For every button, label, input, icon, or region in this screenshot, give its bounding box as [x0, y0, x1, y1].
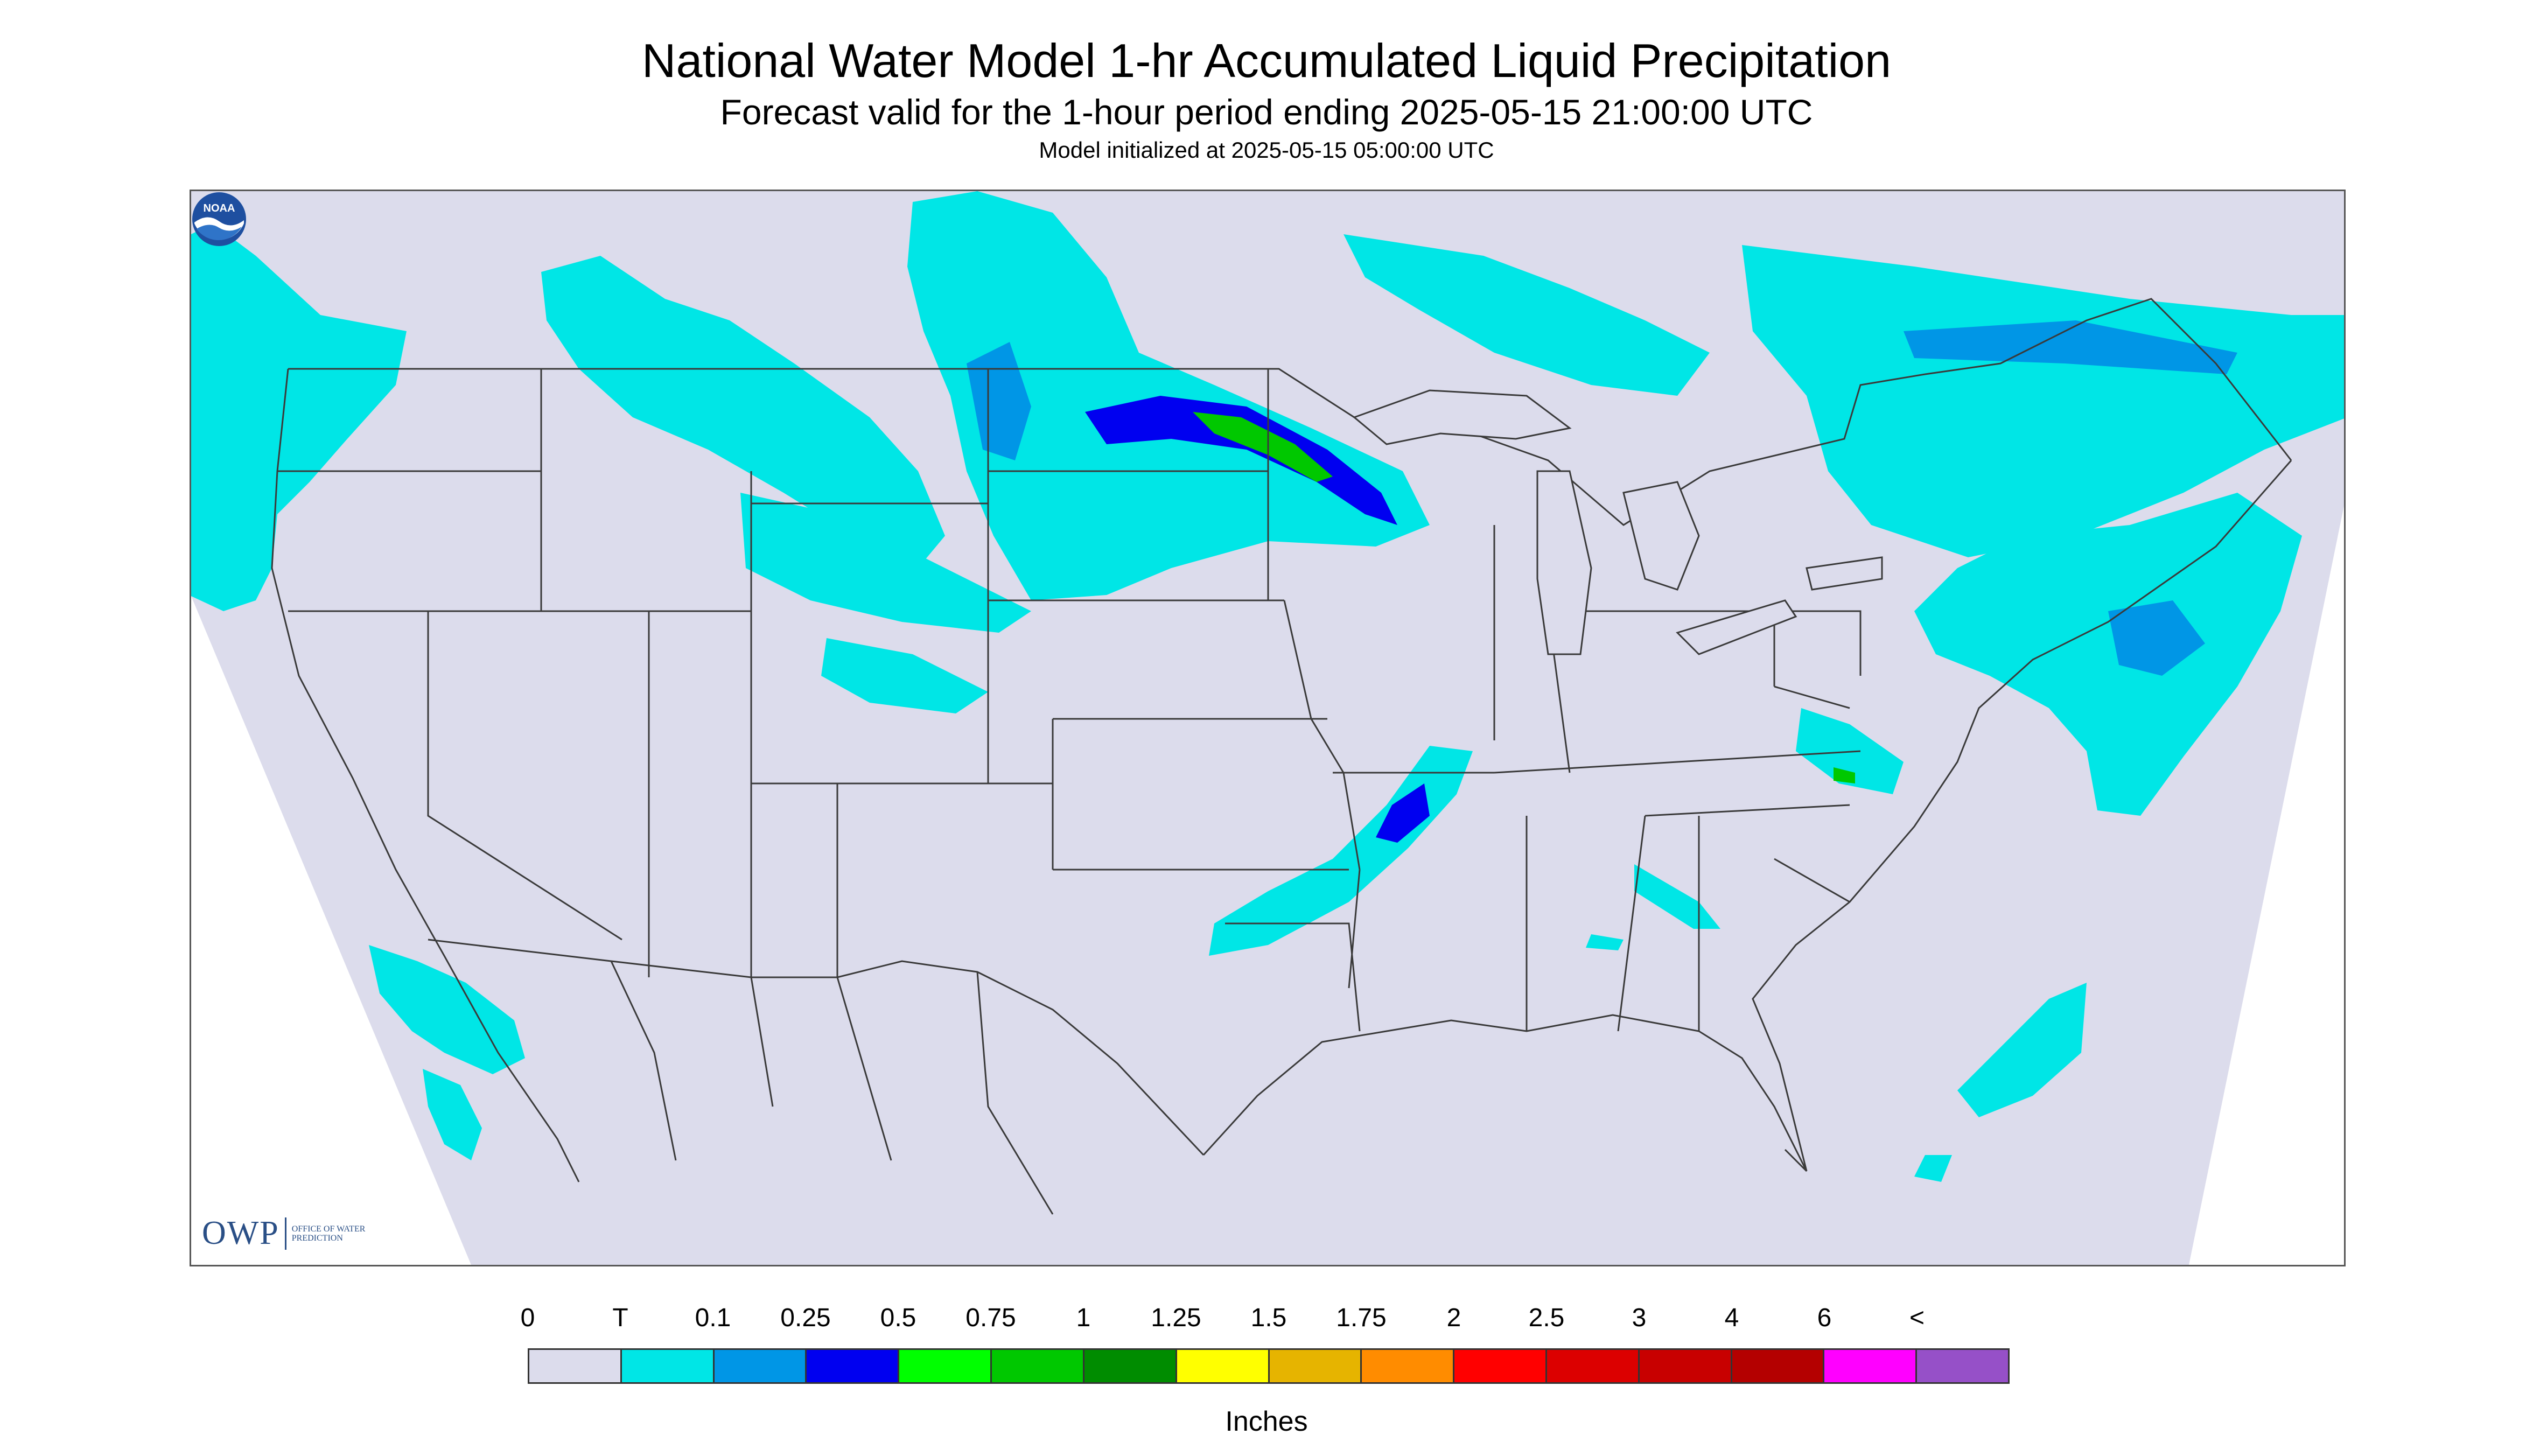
lake-huron [1622, 481, 1700, 591]
legend-swatch [1639, 1350, 1732, 1382]
precip-minnesota-band [1085, 396, 1397, 525]
owp-logo-divider [284, 1217, 286, 1250]
legend-swatch [899, 1350, 992, 1382]
us-mexico-border [428, 939, 1205, 1156]
precip-baja-south [423, 1069, 482, 1160]
legend-swatch [529, 1350, 622, 1382]
lake-superior [1353, 389, 1572, 445]
legend-colorbar [528, 1348, 2010, 1384]
legend-ticks: 0 T 0.1 0.25 0.5 0.75 1 1.25 1.5 1.75 2 2.5 3 4 6 < [0, 1303, 2533, 1341]
precip-pacific-northwest [191, 223, 407, 611]
legend-tick-label: 0.25 [780, 1304, 831, 1332]
legend-tick-label: T [612, 1304, 628, 1332]
precip-northeast [1914, 493, 2302, 816]
map-title: National Water Model 1-hr Accumulated Li… [641, 34, 1892, 87]
great-lakes [1353, 389, 1883, 655]
lake-michigan [1536, 470, 1592, 655]
legend-tick-label: < [1909, 1304, 1925, 1332]
precip-colorado-bands [821, 638, 988, 713]
precip-quebec-light [1904, 320, 2237, 374]
legend-swatch [992, 1350, 1084, 1382]
legend-swatch [621, 1350, 715, 1382]
noaa-logo-icon: NOAA [192, 192, 246, 246]
precip-atlantic-scatter [1914, 1155, 1952, 1182]
precip-ozarks-core [1376, 783, 1430, 843]
legend-tick-label: 0.5 [880, 1304, 916, 1332]
owp-logo-text: OFFICE OF WATER PREDICTION [291, 1224, 366, 1243]
precip-quebec-band [1742, 245, 2344, 557]
legend-swatch [1732, 1350, 1825, 1382]
owp-logo-mark: OWP [202, 1215, 279, 1251]
legend-swatch [1824, 1350, 1918, 1382]
precip-dakotas-light [967, 342, 1031, 460]
legend-tick-label: 1.25 [1151, 1304, 1201, 1332]
state-lines-central [988, 369, 1494, 1032]
legend-tick-label: 2.5 [1528, 1304, 1565, 1332]
precip-northeast-light [2108, 600, 2205, 676]
pacific-coastline [271, 368, 580, 1182]
map-subtitle: Forecast valid for the 1-hour period end… [720, 92, 1813, 132]
legend-tick-label: 4 [1724, 1304, 1739, 1332]
state-lines-west [277, 369, 1054, 977]
precip-wyoming-bands [740, 493, 1031, 633]
precip-minnesota-core [1193, 412, 1333, 482]
us-canada-border [288, 298, 2292, 526]
map-canvas [191, 191, 2344, 1265]
legend-tick-label: 6 [1817, 1304, 1832, 1332]
precip-atlantic-south [1957, 983, 2087, 1117]
atlantic-coastline [1752, 460, 2292, 1172]
lake-ontario [1806, 556, 1883, 591]
legend-swatch [1269, 1350, 1362, 1382]
lake-erie [1676, 599, 1797, 655]
legend-swatch [807, 1350, 900, 1382]
legend-swatch [1917, 1350, 2008, 1382]
legend-tick-label: 1 [1076, 1304, 1091, 1332]
legend-tick-label: 3 [1632, 1304, 1647, 1332]
legend-units: Inches [1225, 1406, 1308, 1437]
legend-swatch [714, 1350, 807, 1382]
legend-swatch [1177, 1350, 1270, 1382]
legend-tick-label: 0.1 [695, 1304, 731, 1332]
precip-virginia-core [1834, 767, 1855, 783]
legend-tick-label: 2 [1446, 1304, 1461, 1332]
precip-ontario-north [1344, 234, 1710, 396]
model-init-text: Model initialized at 2025-05-15 05:00:00… [1039, 137, 1494, 163]
mexico-lines [610, 961, 1054, 1215]
noaa-logo-text: NOAA [204, 202, 235, 214]
precip-baja-coast [369, 945, 525, 1074]
precip-alabama-streak [1586, 934, 1624, 950]
legend-tick-label: 1.5 [1250, 1304, 1287, 1332]
precip-northern-rockies [541, 256, 945, 568]
precip-dakotas-system [907, 191, 1430, 600]
owp-logo: OWP OFFICE OF WATER PREDICTION [202, 1214, 373, 1252]
legend-swatch [1547, 1350, 1640, 1382]
precipitation-map: OWP OFFICE OF WATER PREDICTION NOAA [190, 190, 2346, 1266]
gulf-coastline [1202, 1014, 1808, 1172]
legend-tick-label: 0.75 [965, 1304, 1016, 1332]
legend-swatch [1084, 1350, 1177, 1382]
legend-tick-label: 0 [520, 1304, 535, 1332]
legend-swatch [1362, 1350, 1455, 1382]
legend-swatch [1454, 1350, 1547, 1382]
legend-tick-label: 1.75 [1336, 1304, 1387, 1332]
